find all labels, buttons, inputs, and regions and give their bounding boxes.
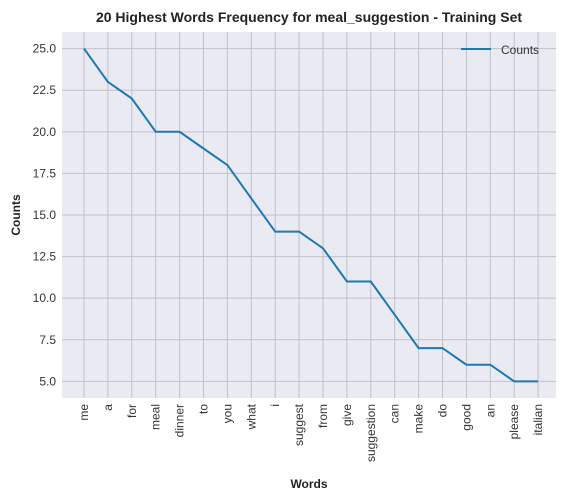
x-tick-label: italian (531, 404, 545, 435)
y-axis-label: Counts (9, 194, 23, 236)
y-tick-label: 17.5 (33, 166, 57, 180)
x-tick-label: please (507, 404, 521, 440)
x-tick-label: dinner (173, 404, 187, 437)
x-tick-label: from (316, 404, 330, 428)
x-tick-label: do (436, 404, 450, 418)
series-line-counts (83, 48, 539, 383)
x-tick-label: to (197, 404, 211, 414)
y-tick-label: 7.5 (39, 333, 56, 347)
legend: Counts (461, 43, 539, 57)
y-axis-ticks: 5.0 7.5 10.0 12.5 15.0 17.5 20.0 22.5 25.0 (33, 42, 57, 389)
grid (62, 32, 556, 398)
y-tick-label: 25.0 (33, 42, 57, 56)
y-tick-label: 5.0 (39, 374, 56, 388)
legend-label: Counts (501, 43, 539, 57)
x-tick-label: suggestion (364, 404, 378, 462)
y-tick-label: 22.5 (33, 83, 57, 97)
x-tick-label: suggest (292, 403, 306, 446)
x-tick-label: can (388, 404, 402, 423)
x-tick-label: meal (149, 404, 163, 430)
y-tick-label: 20.0 (33, 125, 57, 139)
x-tick-label: give (340, 404, 354, 426)
x-tick-label: good (459, 404, 473, 431)
x-tick-label: you (220, 404, 234, 423)
y-tick-label: 15.0 (33, 208, 57, 222)
x-tick-label: make (412, 404, 426, 434)
x-tick-label: what (244, 403, 258, 430)
x-tick-label: a (101, 404, 115, 411)
chart-title: 20 Highest Words Frequency for meal_sugg… (96, 9, 522, 25)
y-tick-label: 12.5 (33, 250, 57, 264)
y-tick-label: 10.0 (33, 291, 57, 305)
x-tick-label: i (268, 404, 282, 407)
x-tick-label: me (77, 404, 91, 421)
x-axis-ticks: me a for meal dinner to you what i suggest from giv… (77, 403, 545, 462)
x-tick-label: an (483, 404, 497, 417)
x-axis-label: Words (290, 477, 327, 491)
x-tick-label: for (125, 404, 139, 418)
